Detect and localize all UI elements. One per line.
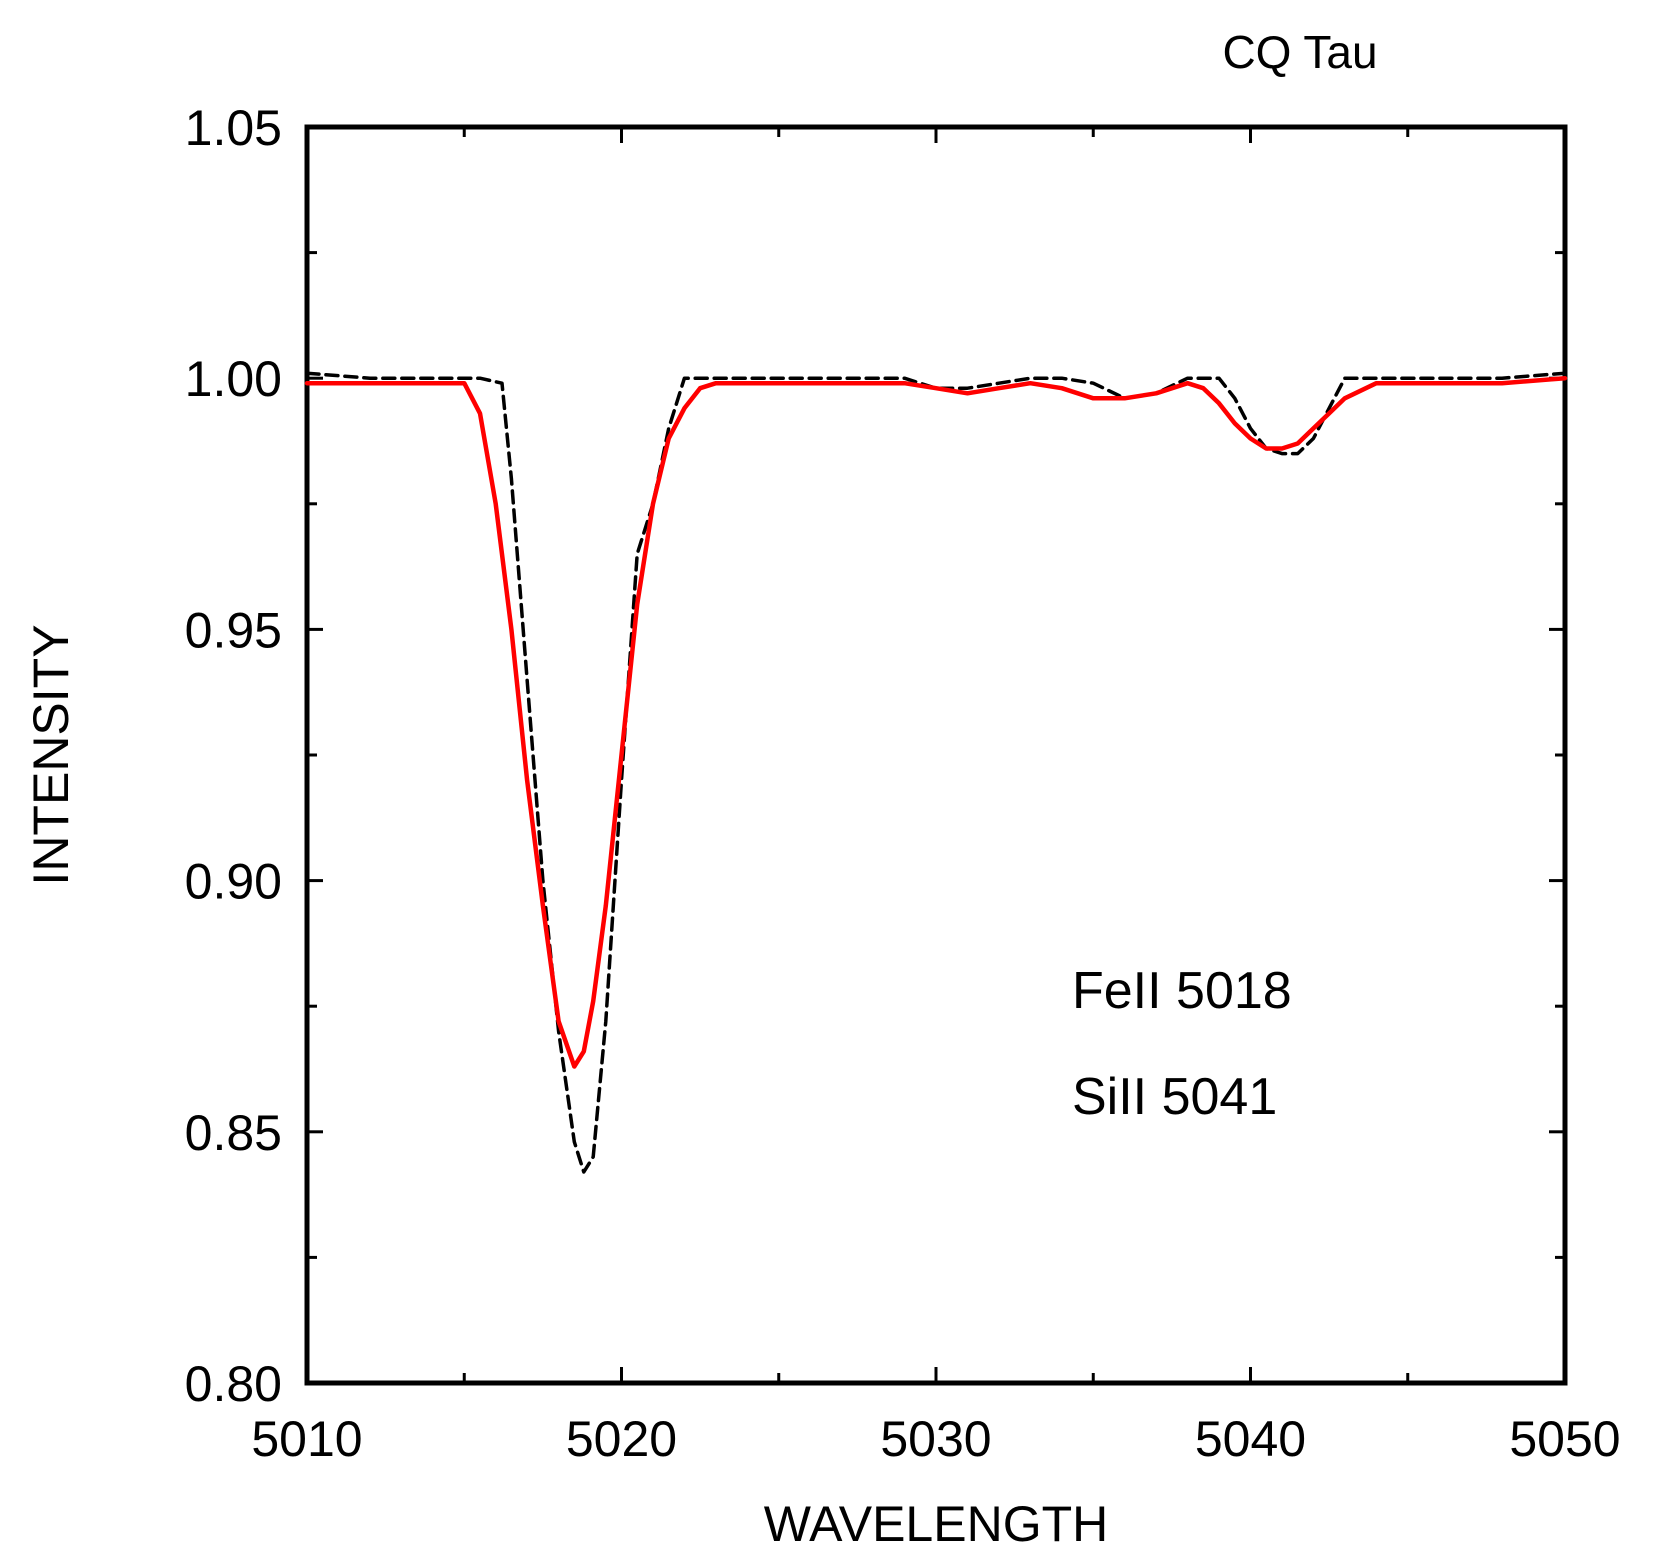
x-tick-labels: 5010 5020 5030 5040 5050 <box>251 1411 1620 1467</box>
series-line-model <box>305 371 1567 1174</box>
x-tick-label: 5030 <box>880 1411 991 1467</box>
plot-frame <box>304 124 1568 1386</box>
annotation-feii: FeII 5018 <box>1072 962 1292 1020</box>
series-layer <box>304 371 1568 1174</box>
x-axis-label: WAVELENGTH <box>764 1496 1108 1552</box>
x-tick-label: 5050 <box>1509 1411 1620 1467</box>
series-line-observed <box>304 375 1568 1069</box>
y-tick-labels: 0.80 0.85 0.90 0.95 1.00 1.05 <box>185 100 282 1412</box>
y-tick-label: 0.95 <box>185 602 282 658</box>
chart-title: CQ Tau <box>1222 26 1377 78</box>
y-tick-label: 0.80 <box>185 1356 282 1412</box>
annotation-siii: SiII 5041 <box>1072 1068 1277 1126</box>
y-tick-label: 1.05 <box>185 100 282 156</box>
x-tick-label: 5040 <box>1195 1411 1306 1467</box>
y-axis-label: INTENSITY <box>23 624 79 885</box>
y-tick-label: 1.00 <box>185 351 282 407</box>
y-tick-label: 0.90 <box>185 854 282 910</box>
axis-ticks <box>305 125 1567 1385</box>
plot-area <box>304 124 1568 1386</box>
x-tick-label: 5010 <box>251 1411 362 1467</box>
y-tick-label: 0.85 <box>185 1105 282 1161</box>
x-tick-label: 5020 <box>566 1411 677 1467</box>
